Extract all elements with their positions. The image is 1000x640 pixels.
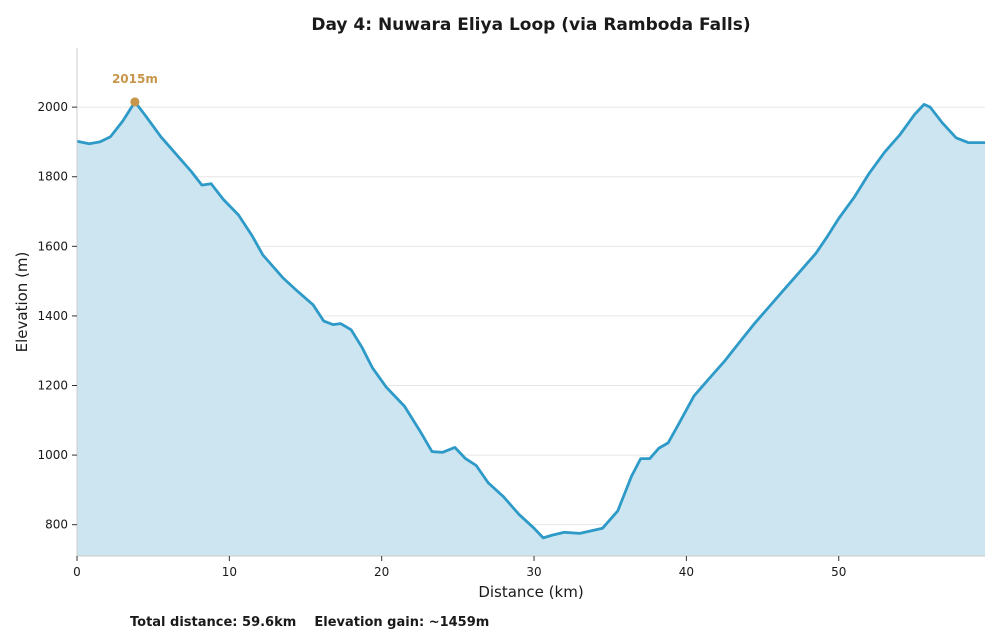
x-axis-label: Distance (km) [478, 583, 583, 601]
y-axis-label: Elevation (m) [13, 252, 31, 353]
x-tick-label-40: 40 [679, 565, 694, 579]
chart-title: Day 4: Nuwara Eliya Loop (via Ramboda Fa… [311, 15, 750, 35]
x-tick-label-10: 10 [222, 565, 237, 579]
x-tick-label-30: 30 [526, 565, 541, 579]
y-tick-label-1400: 1400 [37, 309, 68, 323]
y-tick-label-1600: 1600 [37, 239, 68, 253]
peak-marker [130, 97, 140, 107]
elevation-line [76, 100, 985, 540]
x-tick-label-50: 50 [831, 565, 846, 579]
y-tick-label-1000: 1000 [37, 448, 68, 462]
x-tick-label-0: 0 [73, 565, 81, 579]
y-axis-ticks: 800 1000 1200 1400 1600 1800 2000 [37, 100, 77, 532]
x-tick-label-20: 20 [374, 565, 389, 579]
y-tick-label-800: 800 [45, 518, 68, 532]
summary-footer: Total distance: 59.6km Elevation gain: ~… [130, 615, 490, 630]
x-axis-ticks: 0 10 20 30 40 50 [73, 556, 846, 579]
elevation-area [77, 101, 985, 557]
y-tick-label-1200: 1200 [37, 379, 68, 393]
y-tick-label-1800: 1800 [37, 170, 68, 184]
peak-label: 2015m [112, 72, 158, 86]
y-tick-label-2000: 2000 [37, 100, 68, 114]
